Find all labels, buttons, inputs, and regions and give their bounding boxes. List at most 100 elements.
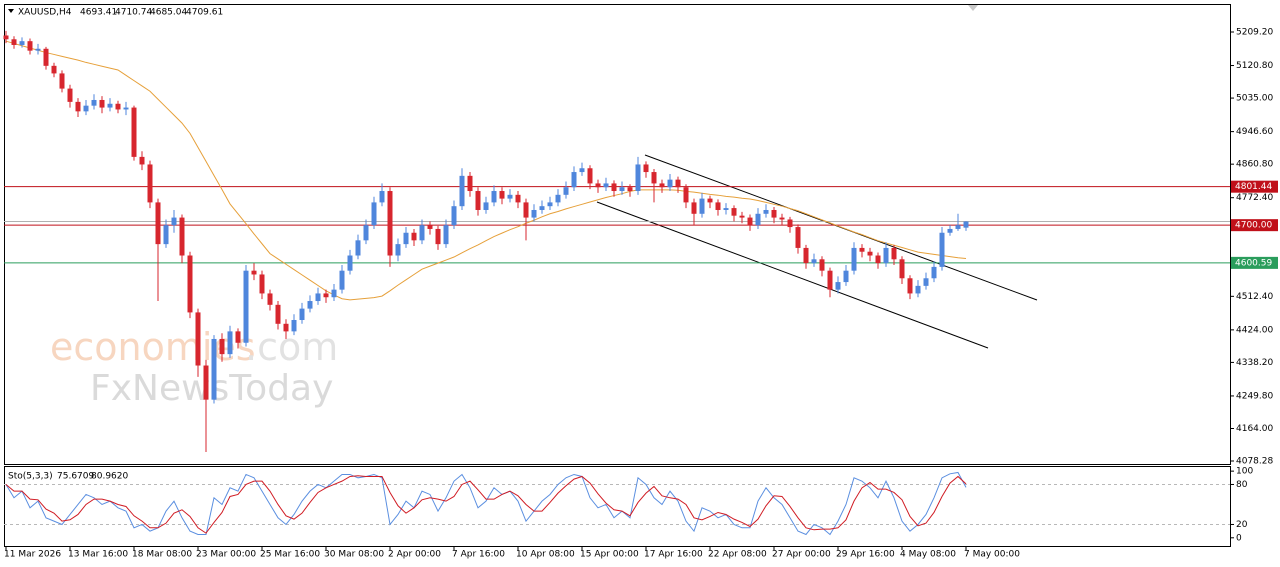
candle-body xyxy=(83,105,89,112)
x-tick-label: 7 May 00:00 xyxy=(964,550,1020,560)
menu-arrow[interactable] xyxy=(8,9,14,13)
candle-body xyxy=(131,107,137,157)
watermark: economies xyxy=(50,325,256,369)
candle-body xyxy=(27,41,33,51)
candle-body xyxy=(451,206,457,226)
candle-body xyxy=(267,293,273,305)
candle-body xyxy=(291,319,297,332)
x-tick-label: 22 Apr 08:00 xyxy=(708,550,767,560)
candle-body xyxy=(211,338,217,400)
candle-body xyxy=(667,179,673,188)
x-tick-label: 18 Mar 08:00 xyxy=(132,550,192,560)
candle-body xyxy=(827,270,833,290)
candle-body xyxy=(875,255,881,264)
ohlc-high: 4710.74 xyxy=(115,8,152,18)
candle-body xyxy=(731,208,737,216)
candle-body xyxy=(443,225,449,245)
candle-body xyxy=(819,259,825,271)
candle-body xyxy=(259,274,265,294)
candle-body xyxy=(51,65,57,74)
candle-body xyxy=(75,101,81,112)
price-panel xyxy=(4,4,1231,465)
candle-body xyxy=(235,331,241,343)
candle-body xyxy=(867,251,873,256)
candle-body xyxy=(147,164,153,203)
moving-average xyxy=(5,40,967,301)
indicator-main: 75.6709 xyxy=(57,472,94,482)
ohlc-low: 4685.04 xyxy=(150,8,187,18)
candle-body xyxy=(699,198,705,214)
candle-body xyxy=(411,232,417,241)
candle-body xyxy=(851,247,857,271)
candle-body xyxy=(339,270,345,290)
y-tick-label: 4946.60 xyxy=(1236,127,1273,137)
symbol-title: XAUUSD,H4 xyxy=(18,8,72,18)
candle-body xyxy=(11,39,17,45)
x-tick-label: 27 Apr 00:00 xyxy=(772,550,831,560)
candle-body xyxy=(675,179,681,188)
candle-body xyxy=(619,187,625,192)
candle-body xyxy=(379,191,385,203)
candle-body xyxy=(635,164,641,192)
x-tick-label: 30 Mar 08:00 xyxy=(324,550,384,560)
candle-body xyxy=(187,255,193,313)
y-tick-label: 0 xyxy=(1236,533,1242,543)
candle-body xyxy=(203,365,209,400)
candle-body xyxy=(515,194,521,203)
candle-body xyxy=(923,278,929,286)
level-label: 4801.44 xyxy=(1235,182,1272,192)
candle-body xyxy=(387,191,393,256)
candle-body xyxy=(955,225,961,229)
candle-body xyxy=(35,48,41,51)
candle-body xyxy=(67,88,73,102)
candle-body xyxy=(555,194,561,203)
candle-body xyxy=(395,244,401,256)
ohlc-open: 4693.41 xyxy=(80,8,117,18)
level-label-box xyxy=(1231,219,1278,232)
y-tick-label: 4512.40 xyxy=(1236,292,1273,302)
candle-body xyxy=(739,215,745,218)
candle-body xyxy=(419,225,425,241)
candle-body xyxy=(371,202,377,226)
candle-body xyxy=(163,225,169,245)
candle-body xyxy=(803,247,809,264)
candle-body xyxy=(315,293,321,302)
indicator-title: Sto(5,3,3) xyxy=(8,472,53,482)
candle-body xyxy=(931,266,937,279)
candle-body xyxy=(939,232,945,267)
candle-body xyxy=(811,259,817,264)
candle-body xyxy=(963,221,969,228)
candle-body xyxy=(747,217,753,226)
candle-body xyxy=(787,219,793,228)
candle-body xyxy=(139,156,145,165)
candle-body xyxy=(843,270,849,283)
candle-body xyxy=(403,232,409,245)
oscillator-panel xyxy=(4,466,1231,547)
candle-body xyxy=(331,289,337,298)
y-tick-label: 5035.00 xyxy=(1236,94,1273,104)
x-tick-label: 17 Apr 16:00 xyxy=(644,550,703,560)
candle-body xyxy=(123,107,129,110)
candle-body xyxy=(347,255,353,271)
candle-body xyxy=(627,187,633,192)
candle-body xyxy=(363,225,369,241)
candle-body xyxy=(907,278,913,294)
candle-body xyxy=(707,198,713,203)
candle-body xyxy=(611,183,617,192)
y-tick-label: 20 xyxy=(1236,520,1248,530)
candle-body xyxy=(603,183,609,188)
candle-body xyxy=(547,202,553,207)
candle-body xyxy=(171,217,177,226)
level-label-box xyxy=(1231,256,1278,269)
candle-body xyxy=(491,191,497,203)
candle-body xyxy=(531,209,537,218)
candle-body xyxy=(763,209,769,214)
candle-body xyxy=(99,99,105,108)
y-tick-label: 4338.20 xyxy=(1236,358,1273,368)
watermark: .com xyxy=(245,325,338,369)
ohlc-close: 4709.61 xyxy=(186,8,223,18)
candle-body xyxy=(459,175,465,207)
candle-body xyxy=(755,213,761,226)
